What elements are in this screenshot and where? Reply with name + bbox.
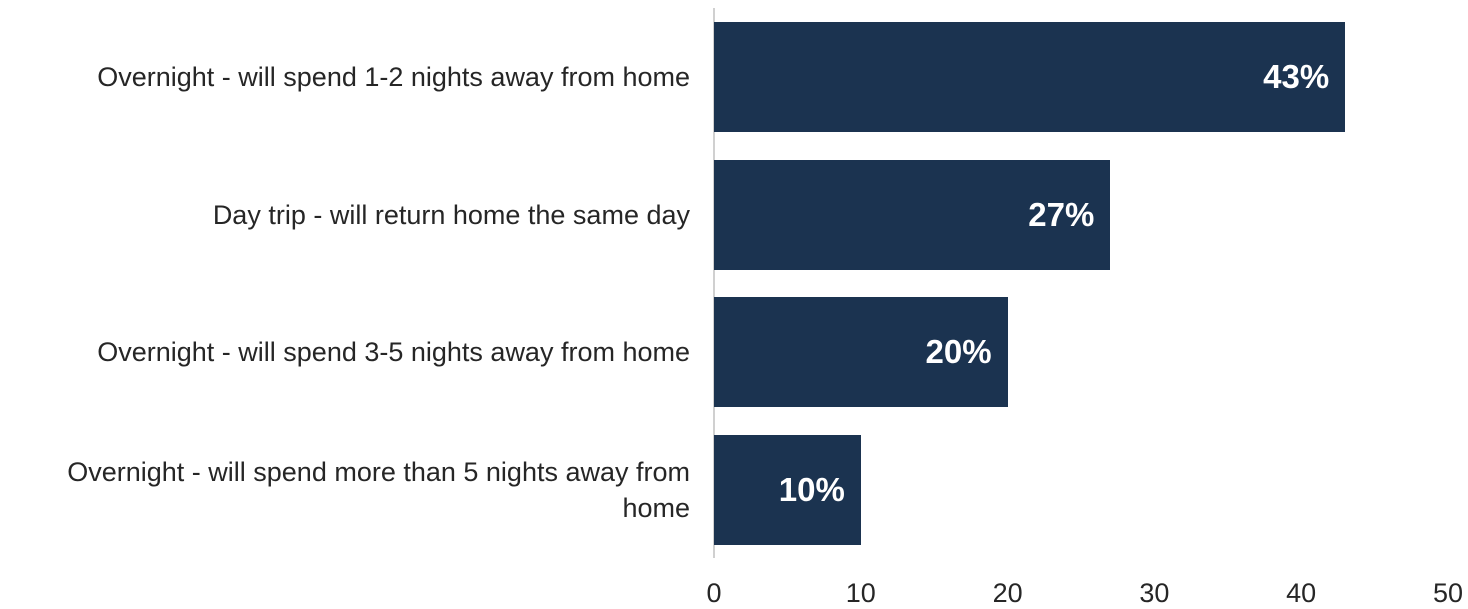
bar	[714, 434, 861, 545]
category-label: Overnight - will spend more than 5 night…	[67, 456, 690, 523]
y-axis-line	[713, 8, 715, 558]
x-tick-label: 30	[1139, 578, 1170, 608]
bar	[714, 159, 1111, 270]
bar	[714, 297, 1008, 407]
x-tick-label: 50	[1432, 578, 1464, 608]
data-label: 20%	[925, 333, 992, 370]
x-tick-label: 10	[845, 578, 876, 608]
category-label: Day trip - will return home the same day	[212, 199, 690, 230]
bar	[714, 22, 1346, 132]
category-label: Overnight - will spend 3-5 nights away f…	[97, 337, 690, 367]
data-label: 27%	[1028, 195, 1095, 233]
x-tick-label: 0	[706, 578, 722, 608]
x-tick-label: 40	[1286, 578, 1317, 608]
data-label: 10%	[778, 470, 845, 508]
x-tick-label: 20	[992, 578, 1023, 608]
data-label: 43%	[1263, 58, 1330, 95]
category-label: Overnight - will spend 1-2 nights away f…	[97, 62, 690, 92]
